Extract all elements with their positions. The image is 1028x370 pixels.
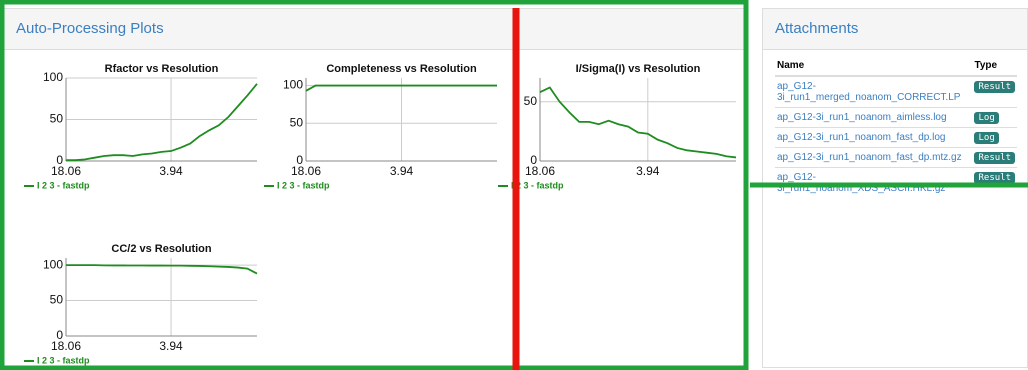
type-badge: Log — [974, 112, 999, 124]
file-link[interactable]: ap_G12-3i_run1_noanom_fast_dp.mtz.gz — [775, 147, 973, 168]
attachment-row: ap_G12-3i_run1_noanom_XDS_ASCII.HKL.gz Re… — [775, 167, 1017, 198]
attachment-row: ap_G12-3i_run1_merged_noanom_CORRECT.LP R… — [775, 75, 1017, 108]
type-badge: Result — [974, 172, 1015, 184]
type-cell: Result — [972, 167, 1017, 198]
type-cell: Log — [972, 127, 1017, 148]
data-line — [66, 83, 258, 162]
legend-label: I 2 3 - fastdp — [37, 180, 90, 190]
x-tick-label: 18.06 — [525, 164, 555, 178]
chart-title: Rfactor vs Resolution — [105, 63, 219, 75]
chart-title: CC/2 vs Resolution — [111, 243, 212, 255]
y-tick-label: 100 — [283, 78, 303, 92]
attachment-row: ap_G12-3i_run1_noanom_aimless.log Log — [775, 107, 1017, 128]
file-link[interactable]: ap_G12-3i_run1_noanom_fast_dp.log — [775, 127, 973, 148]
legend-label: I 2 3 - fastdp — [511, 180, 564, 190]
header: Name — [775, 56, 973, 77]
x-tick-label: 3.94 — [159, 164, 183, 178]
type-cell: Result — [972, 75, 1017, 108]
type-badge: Result — [974, 152, 1015, 164]
y-tick-label: 50 — [50, 293, 64, 307]
y-tick-label: 100 — [43, 70, 63, 84]
attachments-panel: Attachments Name Type ap_G12-3i_run1_mer… — [762, 8, 1028, 368]
data-line — [539, 86, 737, 159]
attachment-row: ap_G12-3i_run1_noanom_fast_dp.log Log — [775, 127, 1017, 148]
attachments-table: Name Type ap_G12-3i_run1_merged_noanom_C… — [775, 56, 1017, 198]
y-tick-label: 100 — [43, 257, 63, 271]
chart-title: I/Sigma(I) vs Resolution — [576, 63, 701, 75]
type-badge: Result — [974, 81, 1015, 93]
header: Type — [972, 56, 1017, 77]
y-tick-label: 50 — [290, 115, 304, 129]
file-link[interactable]: ap_G12-3i_run1_noanom_aimless.log — [775, 107, 973, 128]
type-badge: Log — [974, 132, 999, 144]
file-link[interactable]: ap_G12-3i_run1_noanom_XDS_ASCII.HKL.gz — [775, 167, 973, 198]
type-cell: Log — [972, 107, 1017, 128]
x-tick-label: 18.06 — [51, 164, 81, 178]
x-tick-label: 3.94 — [159, 339, 183, 353]
type-cell: Result — [972, 147, 1017, 168]
data-line — [66, 264, 258, 275]
legend-label: I 2 3 - fastdp — [277, 180, 330, 190]
attachment-row: ap_G12-3i_run1_noanom_fast_dp.mtz.gz Resu… — [775, 147, 1017, 168]
y-tick-label: 50 — [50, 112, 64, 126]
x-tick-label: 18.06 — [51, 339, 81, 353]
x-tick-label: 3.94 — [390, 164, 414, 178]
attachments-title: Attachments — [763, 9, 1027, 50]
legend-label: I 2 3 - fastdp — [37, 355, 90, 365]
x-tick-label: 18.06 — [291, 164, 321, 178]
file-link[interactable]: ap_G12-3i_run1_merged_noanom_CORRECT.LP — [775, 75, 973, 108]
x-tick-label: 3.94 — [636, 164, 660, 178]
y-tick-label: 50 — [524, 94, 538, 108]
chart-title: Completeness vs Resolution — [326, 63, 477, 75]
